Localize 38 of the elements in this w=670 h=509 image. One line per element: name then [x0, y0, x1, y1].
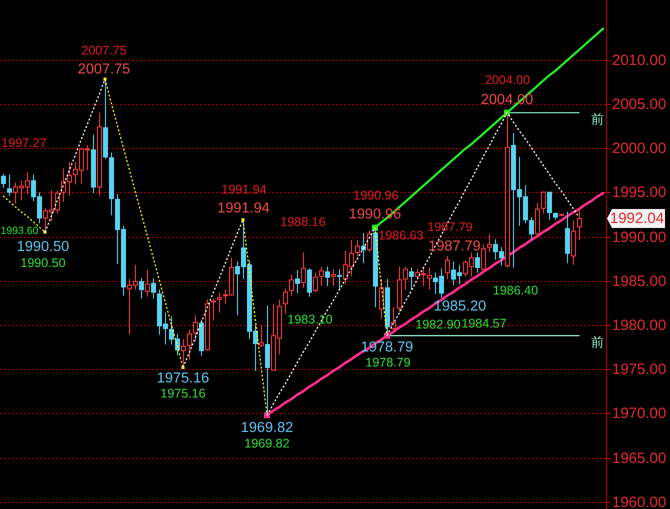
tick-label: 2000.00	[612, 140, 666, 157]
tick-label: 2005.00	[612, 96, 666, 113]
series-name: 前	[591, 334, 604, 350]
annotation: 1990.50	[20, 256, 66, 270]
annotation: 1978.79	[365, 356, 411, 370]
annotation: 1987.79	[427, 220, 473, 234]
annotation: 1969.82	[244, 436, 290, 450]
annotation: 1986.40	[492, 283, 538, 298]
annotation: 1969.82	[240, 420, 294, 436]
annotation: 1988.16	[280, 214, 326, 229]
annotation: 2004.00	[484, 73, 530, 87]
annotation: 1987.79	[428, 238, 481, 254]
annotation: 1990.96	[353, 188, 399, 202]
tick-label: 1990.00	[612, 229, 666, 246]
annotation: 2007.75	[78, 62, 130, 78]
tick-label: 1985.00	[612, 273, 666, 290]
annotation: 1992.04	[610, 210, 664, 227]
series-name: 前	[591, 112, 604, 127]
annotation: 1993.60	[0, 225, 38, 237]
tick-label: 1995.00	[612, 184, 666, 201]
annotation: 1986.63	[378, 228, 424, 243]
tick-label: 1975.00	[612, 361, 666, 378]
annotation: 1975.16	[160, 386, 206, 400]
tick-label: 2010.00	[612, 52, 666, 69]
annotation: 1991.94	[221, 182, 267, 196]
tick-label: 1970.00	[612, 405, 666, 422]
annotation: 1984.57	[461, 316, 507, 330]
annotation: 1983.10	[287, 312, 333, 326]
tick-label: 1980.00	[612, 317, 666, 334]
tick-label: 1960.00	[612, 494, 666, 509]
annotation: 2007.75	[81, 43, 127, 58]
annotation: 1997.27	[1, 136, 47, 150]
annotation: 1975.16	[156, 370, 210, 386]
annotation: 1990.50	[16, 239, 70, 255]
tick-label: 1965.00	[612, 450, 666, 467]
annotation: 1982.90	[415, 318, 461, 332]
annotation: 1991.94	[217, 200, 270, 216]
annotation: 1985.20	[434, 298, 486, 314]
